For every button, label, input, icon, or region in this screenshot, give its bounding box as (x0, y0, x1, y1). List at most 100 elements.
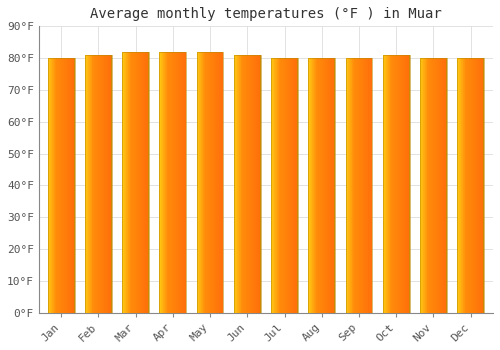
Bar (127, 52, 128, 313)
Bar (204, 52, 206, 313)
Bar (62, 58, 63, 313)
Bar (132, 52, 133, 313)
Bar (362, 58, 363, 313)
Bar (94, 55, 95, 313)
Bar (315, 58, 316, 313)
Bar (329, 58, 330, 313)
Bar (353, 58, 354, 313)
Bar (70, 58, 71, 313)
Bar (292, 58, 294, 313)
Bar (273, 58, 274, 313)
Bar (143, 52, 144, 313)
Bar (219, 52, 220, 313)
Bar (59, 58, 60, 313)
Bar (68, 58, 69, 313)
Bar (405, 55, 406, 313)
Bar (383, 55, 384, 313)
Bar (66, 58, 67, 313)
Bar (355, 58, 356, 313)
Bar (479, 58, 480, 313)
Bar (462, 58, 464, 313)
Bar (196, 52, 198, 313)
Bar (136, 52, 137, 313)
Bar (216, 52, 217, 313)
Bar (458, 58, 460, 313)
Bar (172, 52, 173, 313)
Bar (328, 58, 329, 313)
Bar (276, 58, 277, 313)
Bar (200, 52, 202, 313)
Bar (163, 52, 164, 313)
Bar (176, 52, 177, 313)
Bar (88, 55, 89, 313)
Bar (98, 55, 99, 313)
Bar (202, 52, 203, 313)
Bar (250, 55, 252, 313)
Bar (95, 55, 96, 313)
Bar (184, 52, 185, 313)
Bar (420, 58, 447, 313)
Bar (458, 58, 484, 313)
Bar (436, 58, 437, 313)
Bar (170, 52, 171, 313)
Bar (346, 58, 347, 313)
Bar (86, 55, 87, 313)
Bar (426, 58, 427, 313)
Bar (126, 52, 127, 313)
Bar (427, 58, 428, 313)
Bar (347, 58, 348, 313)
Bar (399, 55, 400, 313)
Bar (182, 52, 183, 313)
Bar (289, 58, 290, 313)
Bar (286, 58, 287, 313)
Bar (476, 58, 478, 313)
Bar (350, 58, 351, 313)
Bar (470, 58, 472, 313)
Bar (71, 58, 72, 313)
Bar (313, 58, 314, 313)
Bar (64, 58, 65, 313)
Bar (294, 58, 296, 313)
Bar (361, 58, 362, 313)
Bar (446, 58, 447, 313)
Bar (174, 52, 175, 313)
Bar (48, 58, 74, 313)
Bar (393, 55, 394, 313)
Bar (283, 58, 284, 313)
Bar (54, 58, 55, 313)
Bar (472, 58, 474, 313)
Bar (290, 58, 291, 313)
Bar (385, 55, 386, 313)
Bar (325, 58, 326, 313)
Bar (236, 55, 238, 313)
Bar (125, 52, 126, 313)
Bar (445, 58, 446, 313)
Bar (400, 55, 401, 313)
Bar (346, 58, 372, 313)
Bar (93, 55, 94, 313)
Bar (408, 55, 409, 313)
Bar (96, 55, 97, 313)
Bar (242, 55, 244, 313)
Bar (107, 55, 108, 313)
Bar (272, 58, 273, 313)
Bar (291, 58, 292, 313)
Bar (214, 52, 215, 313)
Bar (357, 58, 358, 313)
Bar (49, 58, 50, 313)
Bar (101, 55, 102, 313)
Bar (169, 52, 170, 313)
Bar (104, 55, 105, 313)
Bar (282, 58, 283, 313)
Bar (320, 58, 321, 313)
Bar (183, 52, 184, 313)
Bar (446, 58, 447, 313)
Bar (108, 55, 109, 313)
Bar (348, 58, 349, 313)
Bar (196, 52, 224, 313)
Bar (148, 52, 149, 313)
Bar (218, 52, 219, 313)
Bar (406, 55, 407, 313)
Bar (129, 52, 130, 313)
Bar (395, 55, 396, 313)
